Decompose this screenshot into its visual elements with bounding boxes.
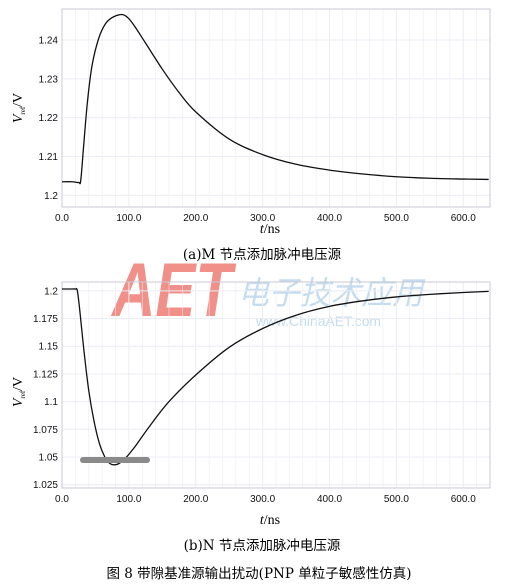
- watermark-url: www.ChinaAET.com: [255, 313, 381, 329]
- chart-a-ytick-label: 1.21: [39, 152, 59, 163]
- chart-b-ylabel-main: V: [11, 397, 26, 407]
- chart-b-ytick-label: 1.15: [39, 342, 59, 353]
- chart-a-ytick-label: 1.22: [39, 113, 59, 124]
- chart-a-xlabel-unit: /ns: [264, 222, 280, 237]
- chart-b-xtick-label: 300.0: [250, 494, 275, 505]
- chart-b-ytick-label: 1.2: [44, 286, 58, 297]
- chart-a-xlabel: t/ns: [260, 222, 280, 237]
- figure-caption: 图 8 带隙基准源输出扰动(PNP 单粒子敏感性仿真): [107, 565, 412, 582]
- chart-b-xtick-label: 100.0: [116, 494, 141, 505]
- chart-a: 1.2 1.21 1.22 1.23 1.24 0.0 100.0 200.0 300.0 40…: [11, 8, 491, 263]
- chart-a-xtick-label: 0.0: [55, 213, 69, 224]
- chart-b-caption: (b)N 节点添加脉冲电压源: [184, 538, 341, 554]
- chart-b-xtick-label: 200.0: [183, 494, 208, 505]
- chart-b-ylabel-unit: /V: [11, 377, 26, 391]
- chart-b-ylabel: Vref/V: [11, 377, 27, 407]
- chart-b-xlabel-unit: /ns: [264, 513, 280, 528]
- chart-b-ytick-label: 1.025: [33, 480, 58, 491]
- chart-a-xtick-label: 400.0: [317, 213, 342, 224]
- chart-a-ytick-label: 1.2: [44, 191, 58, 202]
- chart-b-yticks: 1.025 1.05 1.075 1.1 1.125 1.15 1.175 1.2: [33, 286, 58, 491]
- chart-a-ytick-label: 1.24: [39, 36, 59, 47]
- chart-a-xtick-label: 200.0: [183, 213, 208, 224]
- chart-b-xtick-label: 400.0: [317, 494, 342, 505]
- chart-a-grid: [61, 9, 491, 207]
- chart-a-series-line: [61, 13, 489, 185]
- chart-b-ytick-label: 1.125: [33, 369, 58, 380]
- chart-a-ylabel-sub: ref: [19, 106, 27, 114]
- chart-b-xlabel-main: t: [260, 513, 265, 528]
- chart-a-xtick-label: 100.0: [116, 213, 141, 224]
- chart-a-xticks: 0.0 100.0 200.0 300.0 400.0 500.0 600.0: [55, 213, 476, 224]
- chart-a-xtick-label: 600.0: [451, 213, 476, 224]
- chart-a-xtick-label: 500.0: [384, 213, 409, 224]
- chart-b-ylabel-sub: ref: [19, 390, 27, 398]
- chart-b-xtick-label: 0.0: [55, 494, 69, 505]
- chart-b-ytick-label: 1.075: [33, 425, 58, 436]
- chart-a-ylabel-unit: /V: [11, 93, 26, 107]
- marker-tag-pill: [80, 457, 150, 463]
- chart-b-xticks: 0.0 100.0 200.0 300.0 400.0 500.0 600.0: [55, 494, 476, 505]
- chart-a-ylabel: Vref/V: [11, 93, 27, 123]
- chart-b-ytick-label: 1.1: [44, 397, 58, 408]
- chart-b-ytick-label: 1.175: [33, 314, 58, 325]
- chart-b: 1.025 1.05 1.075 1.1 1.125 1.15 1.175 1.2 0.0 10…: [11, 281, 491, 554]
- chart-a-frame: [61, 8, 491, 208]
- chart-a-caption: (a)M 节点添加脉冲电压源: [183, 247, 342, 263]
- chart-a-ylabel-main: V: [11, 113, 26, 123]
- chart-a-xlabel-main: t: [260, 222, 265, 237]
- chart-b-xtick-label: 600.0: [451, 494, 476, 505]
- chart-b-frame: [61, 281, 491, 489]
- chart-a-yticks: 1.2 1.21 1.22 1.23 1.24: [39, 36, 59, 202]
- chart-b-marker-tag: [80, 457, 150, 463]
- chart-b-xtick-label: 500.0: [384, 494, 409, 505]
- chart-a-ytick-label: 1.23: [39, 74, 59, 85]
- chart-b-xlabel: t/ns: [260, 513, 280, 528]
- chart-a-xtick-label: 300.0: [250, 213, 275, 224]
- chart-b-ytick-label: 1.05: [39, 452, 59, 463]
